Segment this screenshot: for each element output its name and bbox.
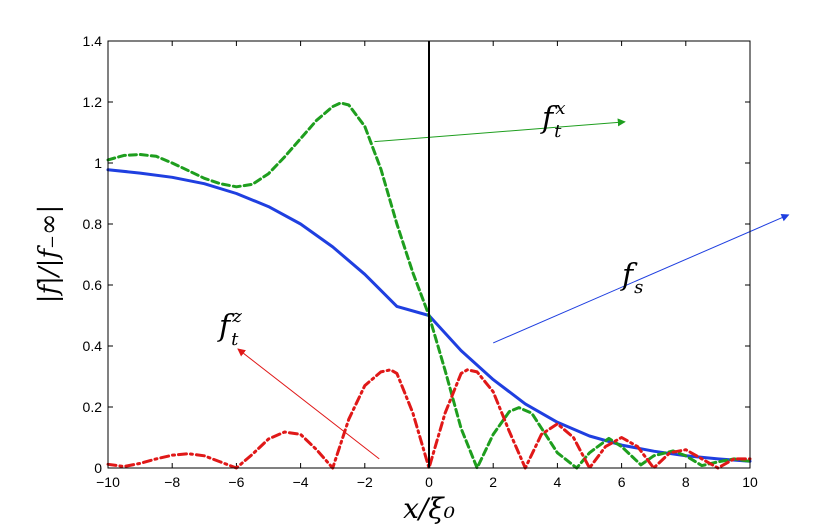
x-tick-label: 6	[618, 474, 626, 490]
legend-label-ftz-sub: t	[231, 329, 239, 350]
x-tick-label: 0	[425, 474, 433, 490]
x-tick-label: 2	[489, 474, 497, 490]
y-tick-label: 0.2	[83, 399, 103, 415]
legend-label-ftx-sup: x	[555, 98, 565, 119]
y-tick-label: 0	[94, 460, 102, 476]
x-axis-label: x/ξ₀	[403, 492, 455, 525]
legend-label-fs-sub: s	[634, 277, 643, 298]
y-axis-label: |f|/|f₋∞|	[34, 205, 64, 303]
legend-label-ftz-sup: z	[231, 306, 242, 327]
y-tick-label: 1.2	[83, 94, 103, 110]
x-tick-label: −4	[293, 474, 309, 490]
x-tick-label: 10	[742, 474, 758, 490]
x-tick-label: −2	[357, 474, 373, 490]
y-tick-label: 1	[94, 155, 102, 171]
x-tick-label: −6	[228, 474, 244, 490]
legend-label-ftx: ftx	[540, 98, 566, 142]
x-tick-label: 8	[682, 474, 690, 490]
annotation-arrow-ftx	[374, 118, 626, 143]
x-axis-label-text: x/ξ₀	[403, 492, 455, 525]
legend-label-ftx-sub: t	[554, 121, 562, 142]
plot-frame	[107, 40, 751, 469]
annotation-layer	[237, 118, 790, 460]
x-tick-label: −10	[96, 474, 120, 490]
y-axis: 0 0.2 0.4 0.6 0.8 1 1.2 1.4	[83, 33, 750, 476]
x-tick-label: 4	[554, 474, 562, 490]
y-tick-label: 0.8	[83, 216, 103, 232]
annotation-arrow-fs	[493, 213, 790, 344]
x-tick-label: −8	[164, 474, 180, 490]
y-tick-label: 0.6	[83, 277, 103, 293]
series-ftx-line	[106, 101, 752, 470]
y-tick-label: 0.4	[83, 338, 103, 354]
y-axis-label-text: |f|/|f₋∞|	[34, 205, 64, 303]
y-tick-label: 1.4	[83, 33, 103, 49]
annotation-arrow-ftz	[237, 348, 380, 460]
